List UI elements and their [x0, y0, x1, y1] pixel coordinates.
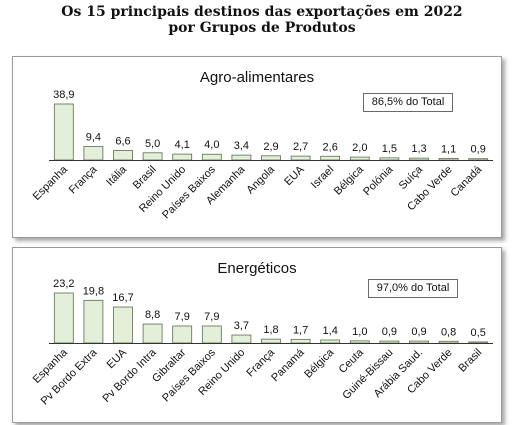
bar-fran-a	[261, 338, 281, 344]
data-label: 0,9	[411, 326, 426, 338]
data-label: 0,9	[382, 326, 397, 338]
bar-eua	[290, 155, 311, 161]
data-label: 0,8	[441, 326, 456, 338]
bar-alemanha	[231, 154, 252, 161]
data-label: 2,9	[263, 141, 278, 153]
data-label: 1,5	[382, 143, 397, 155]
data-label: 19,8	[83, 285, 104, 297]
category-label: EUA	[282, 163, 307, 188]
panel-energeticos: Energéticos 97,0% do Total 23,2 Espanha 19…	[12, 247, 502, 423]
panel-title: Agro-alimentares	[199, 69, 315, 86]
data-label: 2,7	[293, 141, 308, 153]
bar-pa-ses-baixos	[201, 325, 222, 344]
data-label: 3,4	[234, 140, 249, 152]
bar-cabo-verde	[438, 158, 459, 161]
category-label: Angola	[244, 163, 277, 196]
data-label: 5,0	[145, 138, 160, 150]
bar-guin-bissau	[379, 340, 400, 344]
category-label: Canadá	[449, 163, 485, 199]
bar-reino-unido	[172, 153, 193, 161]
category-label: França	[67, 163, 100, 196]
data-label: 8,8	[145, 309, 160, 321]
data-label: 6,6	[115, 135, 130, 147]
category-label: EUA	[105, 346, 130, 371]
total-share-box: 97,0% do Total	[368, 279, 458, 298]
bar-b-lgica	[320, 339, 341, 344]
bar-pol-nia	[379, 157, 400, 161]
data-label: 16,7	[112, 292, 133, 304]
data-label: 9,4	[86, 131, 101, 143]
bar-canad-	[468, 158, 489, 161]
bar-panam-	[290, 338, 311, 344]
data-label: 2,6	[323, 141, 338, 153]
bar-fran-a	[83, 146, 104, 161]
bar-pa-ses-baixos	[201, 153, 222, 161]
data-label: 1,0	[352, 326, 367, 338]
data-label: 2,0	[352, 142, 367, 154]
data-label: 0,5	[471, 327, 486, 339]
bar-chart-agro-alimentares: 38,9 Espanha 9,4 França 6,6 Itália 5,0 Brasil 4,…	[31, 89, 493, 221]
data-label: 4,0	[204, 139, 219, 151]
bar-reino-unido	[231, 334, 252, 344]
bar-ceuta	[349, 340, 370, 344]
category-label: Itália	[104, 163, 130, 189]
panel-title: Energéticos	[217, 260, 297, 277]
bar-cabo-verde	[438, 340, 459, 344]
bar-brasil	[142, 152, 163, 161]
total-share-box: 86,5% do Total	[363, 93, 453, 112]
category-label: Brasil	[131, 164, 159, 192]
category-label: Israel	[309, 164, 337, 192]
data-label: 3,7	[234, 320, 249, 332]
bar-espanha	[53, 103, 74, 161]
bar-pv-bordo-intra	[142, 323, 163, 344]
data-label: 7,9	[204, 311, 219, 323]
data-label: 7,9	[175, 311, 190, 323]
category-label: Bélgica	[332, 163, 367, 198]
data-label: 4,1	[175, 139, 190, 151]
data-label: 1,3	[411, 143, 426, 155]
bar-gibraltar	[172, 325, 193, 344]
bar-su-a	[409, 157, 429, 161]
chart-title-line-1: Os 15 principais destinos das exportaçõe…	[61, 4, 463, 20]
category-label: Brasil	[456, 347, 484, 375]
bar-pv-bordo-extra	[83, 299, 104, 344]
category-label: Espanha	[31, 163, 71, 203]
data-label: 1,7	[293, 324, 308, 336]
category-label: Bélgica	[302, 346, 337, 381]
category-label: Panamá	[269, 346, 307, 384]
data-label: 1,8	[263, 324, 278, 336]
bar-israel	[320, 155, 341, 161]
panel-agro-alimentares: Agro-alimentares 86,5% do Total 38,9 Espa…	[12, 56, 502, 238]
data-label: 1,1	[441, 143, 456, 155]
bar-brasil	[468, 341, 489, 344]
data-label: 38,9	[53, 89, 74, 101]
data-label: 1,4	[323, 325, 338, 337]
bar-b-lgica	[349, 156, 370, 161]
bar-eua	[113, 306, 133, 344]
category-label: Polónia	[361, 163, 396, 198]
bar-angola	[261, 155, 281, 161]
data-label: 23,2	[53, 278, 74, 290]
bar-espanha	[53, 292, 74, 344]
bar-ar-bia-saud-	[409, 340, 429, 344]
data-label: 0,9	[471, 144, 486, 156]
bar-it-lia	[113, 150, 133, 161]
chart-title-line-2: por Grupos de Produtos	[168, 20, 356, 36]
